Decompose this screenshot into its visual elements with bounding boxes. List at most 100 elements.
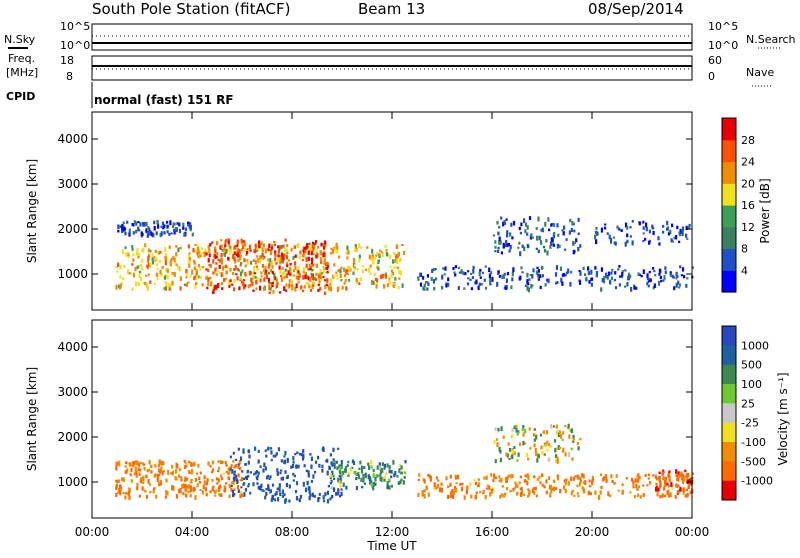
scatter-cell (261, 252, 264, 258)
scatter-cell (229, 279, 232, 283)
scatter-cell (527, 282, 530, 286)
scatter-cell (233, 492, 236, 496)
scatter-cell (312, 253, 315, 256)
scatter-cell (269, 491, 272, 494)
scatter-cell (673, 236, 676, 240)
scatter-cell (331, 495, 334, 499)
scatter-cell (451, 489, 454, 494)
scatter-cell (477, 482, 480, 487)
scatter-cell (118, 463, 121, 467)
nave-label: Nave (746, 66, 774, 79)
scatter-cell (577, 217, 580, 222)
scatter-cell (263, 268, 266, 272)
scatter-cell (577, 232, 580, 236)
scatter-cell (290, 247, 293, 252)
scatter-cell (624, 241, 627, 247)
nsky-label: N.Sky (4, 33, 36, 46)
scatter-cell (624, 222, 628, 228)
scatter-cell (529, 447, 532, 450)
scatter-cell (629, 235, 632, 238)
scatter-cell (125, 252, 128, 256)
scatter-cell (204, 487, 207, 492)
scatter-cell (166, 274, 169, 279)
scatter-cell (124, 246, 127, 250)
scatter-cell (122, 277, 125, 281)
scatter-cell (445, 476, 448, 481)
scatter-cell (244, 488, 247, 492)
scatter-cell (166, 220, 169, 224)
scatter-cell (126, 468, 129, 474)
scatter-cell (556, 243, 559, 249)
scatter-cell (200, 247, 203, 250)
scatter-cell (278, 483, 281, 488)
scatter-cell (617, 227, 620, 231)
scatter-cell (132, 231, 135, 235)
scatter-cell (312, 247, 315, 251)
scatter-cell (159, 482, 162, 485)
scatter-cell (251, 276, 254, 282)
scatter-cell (358, 258, 361, 263)
scatter-cell (660, 280, 663, 283)
scatter-cell (254, 471, 257, 475)
scatter-cell (511, 236, 514, 240)
scatter-cell (590, 277, 594, 281)
scatter-cell (269, 282, 272, 285)
scatter-cell (553, 232, 556, 236)
scatter-cell (215, 267, 218, 270)
scatter-cell (578, 280, 582, 285)
scatter-cell (474, 481, 477, 486)
scatter-cell (267, 484, 270, 490)
scatter-cell (275, 278, 278, 283)
scatter-cell (333, 463, 336, 467)
scatter-cell (337, 477, 340, 482)
scatter-cell (140, 477, 143, 480)
scatter-cell (290, 465, 293, 469)
velocity-colorbar-label: Velocity [m s⁻¹] (776, 372, 790, 465)
power-colorbar-label: Power [dB] (758, 178, 772, 243)
scatter-cell (178, 222, 181, 227)
scatter-cell (329, 252, 333, 255)
scatter-cell (480, 283, 484, 286)
scatter-cell (675, 282, 678, 288)
scatter-cell (244, 242, 247, 247)
scatter-cell (251, 281, 254, 287)
scatter-cell (187, 470, 191, 473)
scatter-cell (685, 488, 688, 491)
scatter-cell (680, 474, 683, 478)
scatter-cell (662, 477, 665, 481)
scatter-cell (281, 489, 284, 495)
scatter-cell (671, 274, 674, 279)
scatter-cell (233, 470, 236, 473)
scatter-cell (294, 490, 298, 494)
scatter-cell (372, 257, 375, 262)
scatter-cell (617, 268, 620, 271)
scatter-cell (318, 492, 321, 496)
scatter-cell (463, 495, 466, 500)
scatter-cell (390, 475, 393, 479)
scatter-cell (322, 242, 325, 247)
scatter-cell (137, 221, 140, 224)
scatter-cell (393, 473, 396, 478)
scatter-cell (511, 271, 514, 277)
scatter-cell (636, 488, 639, 491)
scatter-cell (626, 233, 629, 238)
scatter-cell (326, 270, 329, 274)
scatter-cell (379, 477, 382, 481)
scatter-cell (212, 259, 215, 264)
scatter-cell (305, 257, 308, 262)
scatter-cell (214, 267, 217, 272)
scatter-cell (511, 277, 514, 282)
scatter-cell (529, 274, 532, 276)
scatter-cell (678, 473, 681, 478)
scatter-cell (620, 229, 623, 232)
scatter-cell (503, 287, 506, 290)
scatter-cell (524, 229, 527, 234)
scatter-cell (242, 240, 246, 243)
scatter-cell (373, 255, 376, 261)
scatter-cell (138, 494, 141, 498)
scatter-cell (339, 476, 342, 482)
scatter-cell (165, 478, 168, 483)
scatter-cell (236, 247, 239, 251)
scatter-cell (283, 455, 286, 458)
